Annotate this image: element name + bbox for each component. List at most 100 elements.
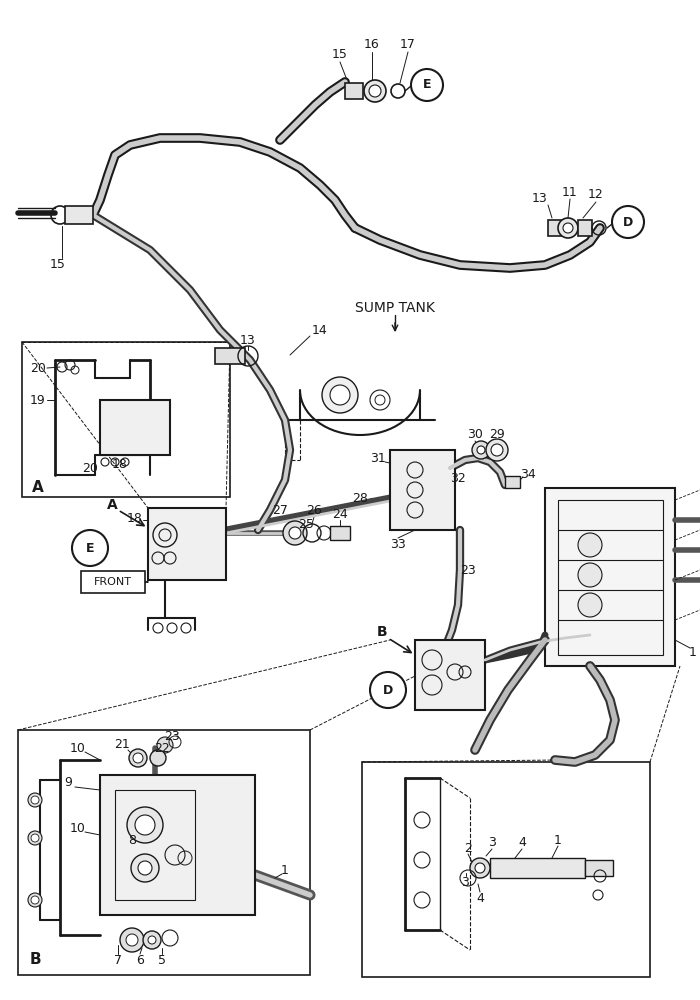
Text: 14: 14 xyxy=(312,324,328,336)
Bar xyxy=(578,220,592,236)
Text: 21: 21 xyxy=(114,738,130,752)
Circle shape xyxy=(563,223,573,233)
Text: 7: 7 xyxy=(114,954,122,966)
Bar xyxy=(505,476,520,488)
Text: 11: 11 xyxy=(562,186,578,198)
Circle shape xyxy=(578,593,602,617)
Bar xyxy=(65,206,93,224)
Text: 18: 18 xyxy=(112,458,128,472)
Circle shape xyxy=(138,861,152,875)
Circle shape xyxy=(31,896,39,904)
Text: 29: 29 xyxy=(489,428,505,440)
Text: D: D xyxy=(383,684,393,696)
Text: 13: 13 xyxy=(532,192,548,205)
Bar xyxy=(490,858,585,878)
Circle shape xyxy=(472,441,490,459)
Circle shape xyxy=(612,206,644,238)
Circle shape xyxy=(133,753,143,763)
Text: 23: 23 xyxy=(460,564,476,576)
Bar xyxy=(18,730,310,975)
Bar xyxy=(115,790,195,900)
Circle shape xyxy=(364,80,386,102)
Circle shape xyxy=(322,377,358,413)
Text: 23: 23 xyxy=(164,730,180,744)
Bar xyxy=(390,450,455,530)
Circle shape xyxy=(491,444,503,456)
Circle shape xyxy=(578,533,602,557)
Text: 5: 5 xyxy=(158,954,166,966)
Text: 3: 3 xyxy=(461,876,469,888)
Circle shape xyxy=(31,834,39,842)
Circle shape xyxy=(148,936,156,944)
Circle shape xyxy=(131,854,159,882)
Circle shape xyxy=(370,672,406,708)
Text: 15: 15 xyxy=(332,48,348,62)
Text: 12: 12 xyxy=(588,188,604,202)
Text: 18: 18 xyxy=(127,512,143,524)
Text: B: B xyxy=(377,625,387,639)
Text: 31: 31 xyxy=(370,452,386,464)
Text: 9: 9 xyxy=(64,776,72,790)
Text: 6: 6 xyxy=(136,954,144,966)
Circle shape xyxy=(72,530,108,566)
Circle shape xyxy=(289,527,301,539)
Circle shape xyxy=(578,563,602,587)
Text: 2: 2 xyxy=(464,842,472,854)
Circle shape xyxy=(28,893,42,907)
Text: 10: 10 xyxy=(70,742,86,754)
Circle shape xyxy=(283,521,307,545)
Bar xyxy=(22,342,230,497)
Text: D: D xyxy=(623,216,633,229)
Circle shape xyxy=(31,796,39,804)
Text: 28: 28 xyxy=(352,491,368,504)
Circle shape xyxy=(143,931,161,949)
FancyBboxPatch shape xyxy=(81,571,145,593)
Text: 16: 16 xyxy=(364,38,380,51)
Circle shape xyxy=(411,69,443,101)
Text: 19: 19 xyxy=(30,393,46,406)
Text: 30: 30 xyxy=(467,428,483,440)
Text: 27: 27 xyxy=(272,504,288,516)
Text: 4: 4 xyxy=(476,892,484,904)
Bar xyxy=(415,640,485,710)
Text: 25: 25 xyxy=(298,518,314,532)
Bar xyxy=(100,775,255,915)
Circle shape xyxy=(28,831,42,845)
Text: E: E xyxy=(85,542,94,554)
Text: A: A xyxy=(32,481,44,495)
Circle shape xyxy=(28,793,42,807)
Text: B: B xyxy=(29,952,41,968)
Text: 17: 17 xyxy=(400,38,416,51)
Text: 1: 1 xyxy=(689,646,697,658)
Text: 20: 20 xyxy=(82,462,98,475)
Bar xyxy=(215,348,245,364)
Circle shape xyxy=(120,928,144,952)
Bar xyxy=(490,858,585,878)
Text: 24: 24 xyxy=(332,508,348,520)
Circle shape xyxy=(330,385,350,405)
Bar xyxy=(548,220,563,236)
Text: 33: 33 xyxy=(390,538,406,552)
Text: 32: 32 xyxy=(450,472,466,485)
Text: 26: 26 xyxy=(306,504,322,516)
Circle shape xyxy=(157,737,173,753)
Circle shape xyxy=(135,815,155,835)
Circle shape xyxy=(129,749,147,767)
Text: 20: 20 xyxy=(30,361,46,374)
Text: E: E xyxy=(423,79,431,92)
Text: 8: 8 xyxy=(128,834,136,846)
Text: 10: 10 xyxy=(70,822,86,834)
Text: SUMP TANK: SUMP TANK xyxy=(355,301,435,315)
Text: 22: 22 xyxy=(154,742,170,754)
Bar xyxy=(100,400,170,455)
Circle shape xyxy=(369,85,381,97)
Bar xyxy=(545,488,675,666)
Bar xyxy=(330,526,350,540)
Text: FRONT: FRONT xyxy=(94,577,132,587)
Bar xyxy=(148,508,226,580)
Circle shape xyxy=(150,750,166,766)
Text: 13: 13 xyxy=(240,334,256,347)
Text: 3: 3 xyxy=(488,836,496,850)
Bar xyxy=(585,860,613,876)
Bar xyxy=(345,83,363,99)
